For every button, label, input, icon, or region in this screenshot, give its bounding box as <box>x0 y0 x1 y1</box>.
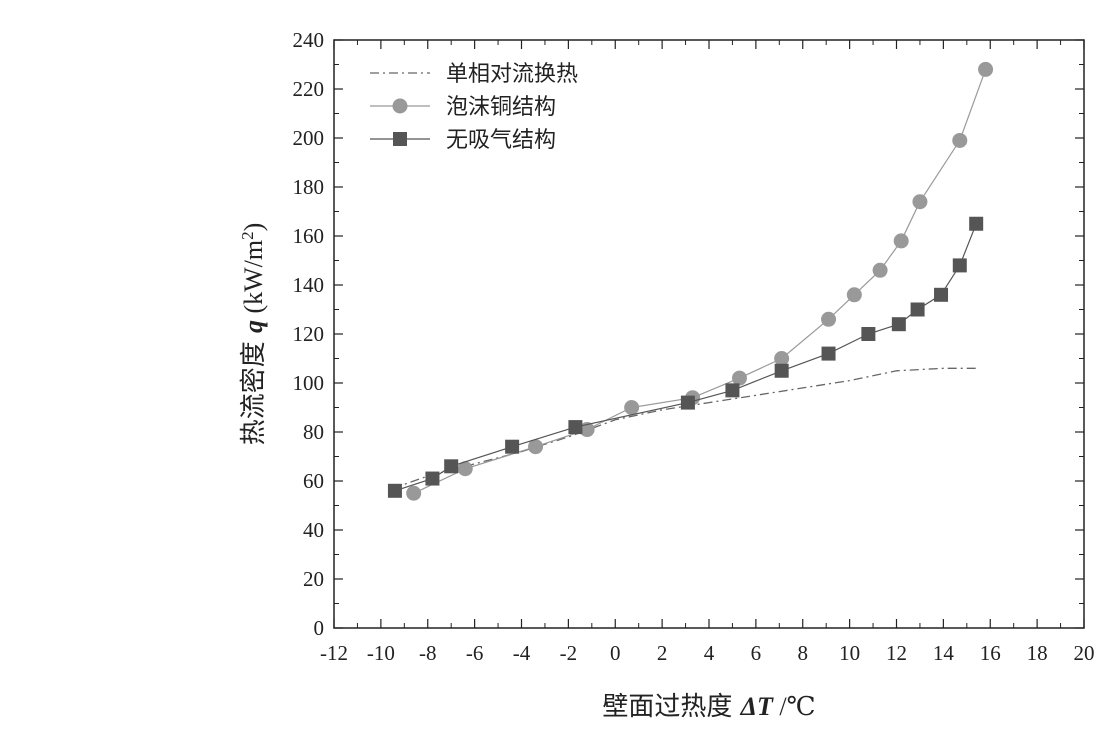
y-tick-label-6: 120 <box>293 322 325 346</box>
point-no-suction-5 <box>680 395 695 410</box>
point-no-suction-1 <box>425 471 440 486</box>
point-no-suction-2 <box>444 459 459 474</box>
legend-item-no-suction: 无吸气结构 <box>370 128 556 153</box>
legend-item-copper-foam: 泡沫铜结构 <box>370 95 556 120</box>
legend-item-single-phase: 单相对流换热 <box>370 62 578 87</box>
x-tick-label-16: 20 <box>1074 641 1095 665</box>
legend-label-single-phase: 单相对流换热 <box>446 62 578 87</box>
legend-label-no-suction: 无吸气结构 <box>446 128 556 153</box>
y-tick-label-0: 0 <box>314 616 325 640</box>
x-tick-label-0: -12 <box>320 641 348 665</box>
x-tick-label-3: -6 <box>466 641 484 665</box>
y-tick-label-9: 180 <box>293 175 325 199</box>
x-tick-label-12: 12 <box>886 641 907 665</box>
point-no-suction-3 <box>505 439 520 454</box>
y-axis-title-unit: (kW/m <box>239 240 268 320</box>
x-tick-label-1: -10 <box>367 641 395 665</box>
y-axis-title-var: q <box>239 320 268 333</box>
point-no-suction-8 <box>821 346 836 361</box>
x-tick-label-15: 18 <box>1027 641 1048 665</box>
x-axis-title-prefix: 壁面过热度 <box>602 692 740 722</box>
x-tick-label-11: 10 <box>839 641 860 665</box>
point-copper-foam-7 <box>774 351 790 366</box>
x-tick-label-8: 4 <box>704 641 715 665</box>
x-tick-label-6: 0 <box>610 641 621 665</box>
y-tick-label-7: 140 <box>293 273 325 297</box>
point-copper-foam-10 <box>872 262 888 278</box>
x-tick-label-10: 8 <box>798 641 809 665</box>
point-copper-foam-0 <box>406 485 422 501</box>
point-no-suction-0 <box>387 483 402 498</box>
legend-label-copper-foam: 泡沫铜结构 <box>446 95 556 120</box>
y-axis-title-prefix: 热流密度 <box>239 333 269 445</box>
point-no-suction-10 <box>891 317 906 332</box>
series-line-single-phase <box>392 367 977 490</box>
point-no-suction-14 <box>969 216 984 231</box>
point-copper-foam-12 <box>912 194 928 210</box>
y-axis-title-close: ) <box>239 223 268 232</box>
point-no-suction-12 <box>934 287 949 302</box>
y-tick-label-12: 240 <box>293 28 325 52</box>
point-copper-foam-11 <box>893 233 909 249</box>
series-line-no-suction <box>394 223 977 492</box>
y-tick-label-8: 160 <box>293 224 325 248</box>
point-copper-foam-13 <box>952 132 968 148</box>
series-group <box>387 61 994 501</box>
point-no-suction-6 <box>725 383 740 398</box>
point-no-suction-7 <box>774 363 789 378</box>
x-axis-title: 壁面过热度 ΔT /℃ <box>602 692 815 722</box>
x-tick-label-4: -4 <box>513 641 531 665</box>
x-tick-label-13: 14 <box>933 641 955 665</box>
point-no-suction-9 <box>861 327 876 341</box>
y-tick-label-11: 220 <box>293 77 325 101</box>
y-tick-label-5: 100 <box>293 371 325 395</box>
y-tick-label-3: 60 <box>303 469 324 493</box>
y-tick-label-10: 200 <box>293 126 325 150</box>
legend: 单相对流换热 泡沫铜结构 无吸气结构 <box>370 62 578 153</box>
x-axis-title-suffix: /℃ <box>773 692 816 721</box>
point-copper-foam-6 <box>731 370 747 386</box>
x-tick-label-7: 2 <box>657 641 668 665</box>
point-copper-foam-2 <box>528 439 544 455</box>
point-no-suction-4 <box>568 420 583 435</box>
x-tick-label-5: -2 <box>560 641 578 665</box>
x-tick-label-9: 6 <box>751 641 762 665</box>
x-tick-label-14: 16 <box>980 641 1001 665</box>
legend-marker-copper-foam <box>392 98 408 114</box>
point-copper-foam-14 <box>978 61 994 77</box>
point-no-suction-11 <box>910 302 925 317</box>
point-copper-foam-9 <box>846 287 862 303</box>
y-axis-title: 热流密度 q (kW/m2) <box>238 223 269 446</box>
y-tick-labels: 0 20 40 60 80 100 120 140 160 180 200 220 240 <box>293 28 325 640</box>
x-axis-title-delta: Δ <box>740 692 757 721</box>
y-axis-title-sup: 2 <box>238 231 257 240</box>
x-tick-label-2: -8 <box>419 641 437 665</box>
point-copper-foam-4 <box>624 400 640 415</box>
axis-ticks <box>333 39 1085 629</box>
y-tick-label-1: 20 <box>303 567 324 591</box>
x-tick-labels: -12 -10 -8 -6 -4 -2 0 2 4 6 8 10 12 14 16 18 20 <box>320 641 1095 665</box>
point-copper-foam-8 <box>821 311 837 327</box>
y-tick-label-4: 80 <box>303 420 324 444</box>
legend-marker-no-suction <box>393 132 407 146</box>
x-axis-title-var: T <box>757 692 774 721</box>
point-copper-foam-1 <box>457 461 473 477</box>
point-no-suction-13 <box>952 258 967 273</box>
y-tick-label-2: 40 <box>303 518 324 542</box>
